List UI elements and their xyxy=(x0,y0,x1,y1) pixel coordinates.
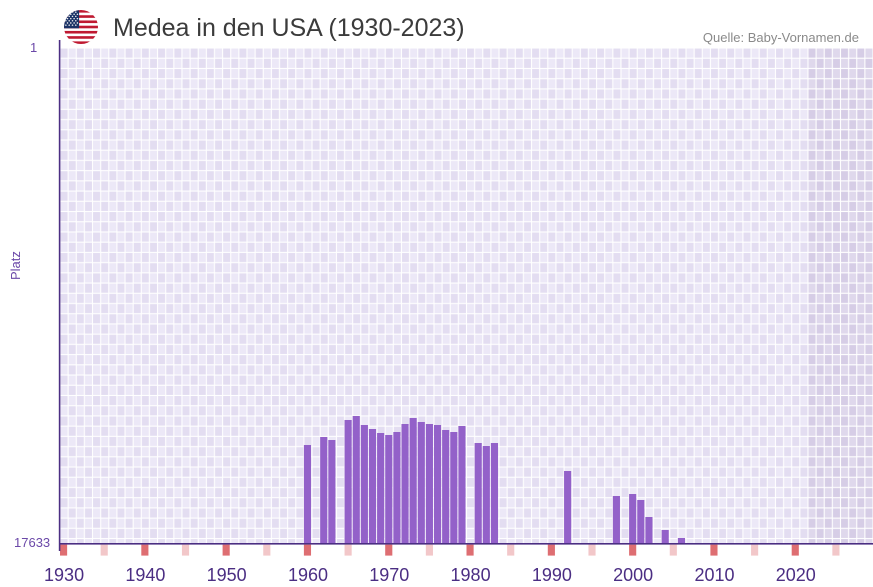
svg-text:1960: 1960 xyxy=(288,565,328,585)
svg-text:2000: 2000 xyxy=(613,565,653,585)
svg-text:1990: 1990 xyxy=(532,565,572,585)
svg-text:1950: 1950 xyxy=(207,565,247,585)
svg-text:2010: 2010 xyxy=(694,565,734,585)
svg-text:1930: 1930 xyxy=(44,565,84,585)
svg-text:1970: 1970 xyxy=(369,565,409,585)
svg-text:2020: 2020 xyxy=(776,565,816,585)
svg-text:1940: 1940 xyxy=(125,565,165,585)
svg-text:1980: 1980 xyxy=(451,565,491,585)
